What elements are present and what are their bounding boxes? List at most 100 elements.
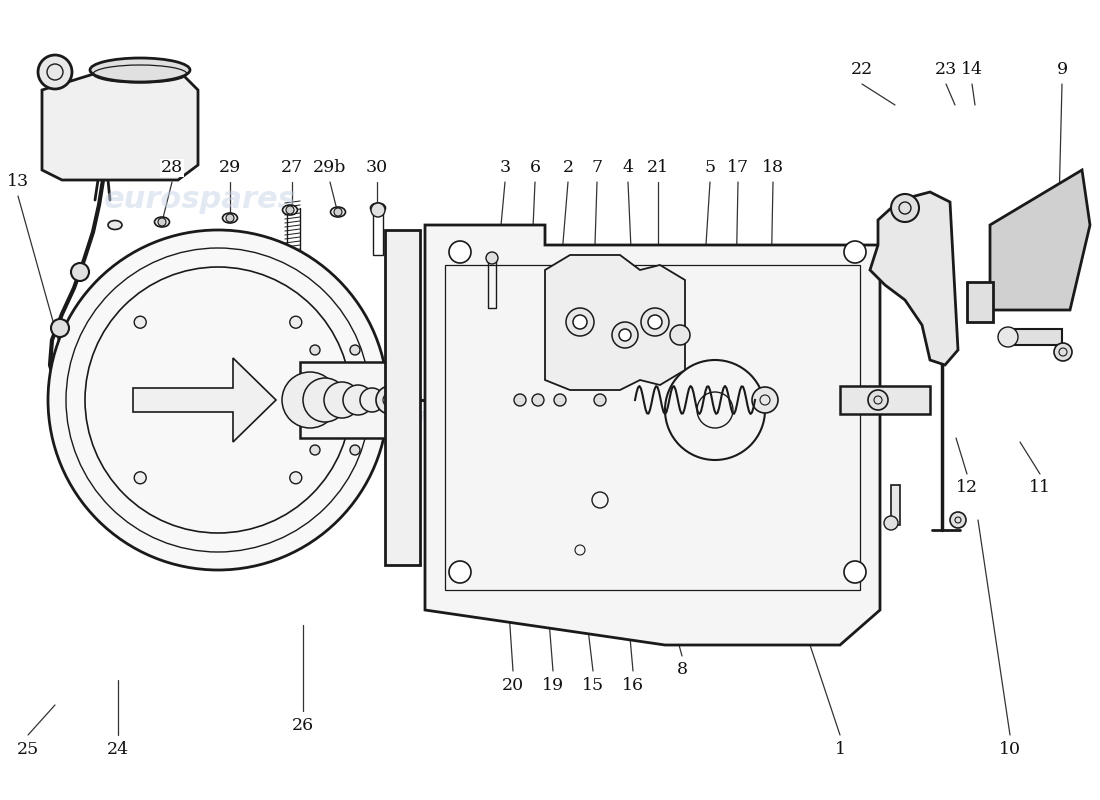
Circle shape [594, 394, 606, 406]
Polygon shape [385, 230, 420, 565]
Circle shape [554, 394, 566, 406]
Circle shape [1054, 343, 1072, 361]
Circle shape [134, 316, 146, 328]
Polygon shape [990, 170, 1090, 310]
Text: 21: 21 [647, 159, 669, 177]
Text: 24: 24 [107, 742, 129, 758]
Circle shape [371, 203, 385, 217]
Text: 7: 7 [592, 159, 603, 177]
Circle shape [360, 388, 384, 412]
Text: 23: 23 [935, 62, 957, 78]
Circle shape [226, 214, 234, 222]
Bar [300, 362, 390, 438]
Circle shape [134, 472, 146, 484]
Circle shape [486, 252, 498, 264]
Circle shape [884, 516, 898, 530]
Polygon shape [870, 192, 958, 365]
Text: 18: 18 [762, 159, 784, 177]
Text: 2: 2 [562, 159, 573, 177]
Circle shape [449, 561, 471, 583]
Circle shape [374, 204, 382, 212]
Text: 20: 20 [502, 677, 524, 694]
Circle shape [844, 561, 866, 583]
Ellipse shape [154, 217, 169, 227]
Text: 14: 14 [961, 62, 983, 78]
Ellipse shape [108, 221, 122, 230]
Bar [891, 485, 900, 525]
Circle shape [289, 472, 301, 484]
Text: 10: 10 [999, 742, 1021, 758]
Circle shape [573, 315, 587, 329]
Circle shape [282, 372, 338, 428]
Polygon shape [544, 255, 685, 390]
Text: 29: 29 [219, 159, 241, 177]
Ellipse shape [371, 203, 385, 213]
Circle shape [72, 263, 89, 281]
Text: 1: 1 [835, 742, 846, 758]
Bar [967, 282, 993, 322]
Text: 30: 30 [366, 159, 388, 177]
Circle shape [648, 315, 662, 329]
Text: 5: 5 [704, 159, 716, 177]
Circle shape [39, 55, 72, 89]
Ellipse shape [90, 58, 190, 82]
Text: eurospares: eurospares [634, 415, 826, 445]
Circle shape [158, 218, 166, 226]
Circle shape [383, 393, 397, 407]
Text: 16: 16 [621, 677, 643, 694]
Text: 15: 15 [582, 677, 604, 694]
Polygon shape [42, 72, 198, 180]
Text: eurospares: eurospares [84, 406, 276, 434]
Bar [1004, 329, 1062, 345]
Text: 8: 8 [676, 662, 688, 678]
Circle shape [289, 316, 301, 328]
Circle shape [619, 329, 631, 341]
Text: 29b: 29b [314, 159, 346, 177]
Text: eurospares: eurospares [384, 406, 576, 434]
Text: 17: 17 [727, 159, 749, 177]
Text: 27: 27 [280, 159, 304, 177]
Text: 3: 3 [499, 159, 510, 177]
Circle shape [51, 319, 69, 337]
Text: 25: 25 [16, 742, 40, 758]
Text: 6: 6 [529, 159, 540, 177]
Circle shape [868, 390, 888, 410]
Text: 19: 19 [542, 677, 564, 694]
Text: 4: 4 [623, 159, 634, 177]
Circle shape [950, 512, 966, 528]
Bar [446, 265, 860, 590]
Circle shape [350, 345, 360, 355]
Ellipse shape [283, 205, 297, 215]
Circle shape [449, 241, 471, 263]
Circle shape [334, 208, 342, 216]
Circle shape [310, 445, 320, 455]
Circle shape [566, 308, 594, 336]
Bar [488, 258, 496, 308]
Circle shape [612, 322, 638, 348]
Polygon shape [133, 358, 276, 442]
Text: 9: 9 [1056, 62, 1068, 78]
Circle shape [302, 378, 346, 422]
Circle shape [514, 394, 526, 406]
Ellipse shape [222, 213, 238, 223]
Circle shape [376, 386, 404, 414]
Circle shape [998, 327, 1018, 347]
Circle shape [343, 385, 373, 415]
Circle shape [532, 394, 544, 406]
Text: 12: 12 [956, 479, 978, 497]
Circle shape [752, 387, 778, 413]
Circle shape [310, 345, 320, 355]
Text: 28: 28 [161, 159, 183, 177]
Polygon shape [425, 225, 880, 645]
Bar [373, 211, 383, 255]
Text: 26: 26 [292, 717, 315, 734]
Circle shape [844, 241, 866, 263]
Circle shape [350, 445, 360, 455]
Text: 22: 22 [851, 62, 873, 78]
Circle shape [286, 206, 294, 214]
Circle shape [48, 230, 388, 570]
Bar [840, 386, 929, 414]
Circle shape [891, 194, 918, 222]
Circle shape [670, 325, 690, 345]
Circle shape [641, 308, 669, 336]
